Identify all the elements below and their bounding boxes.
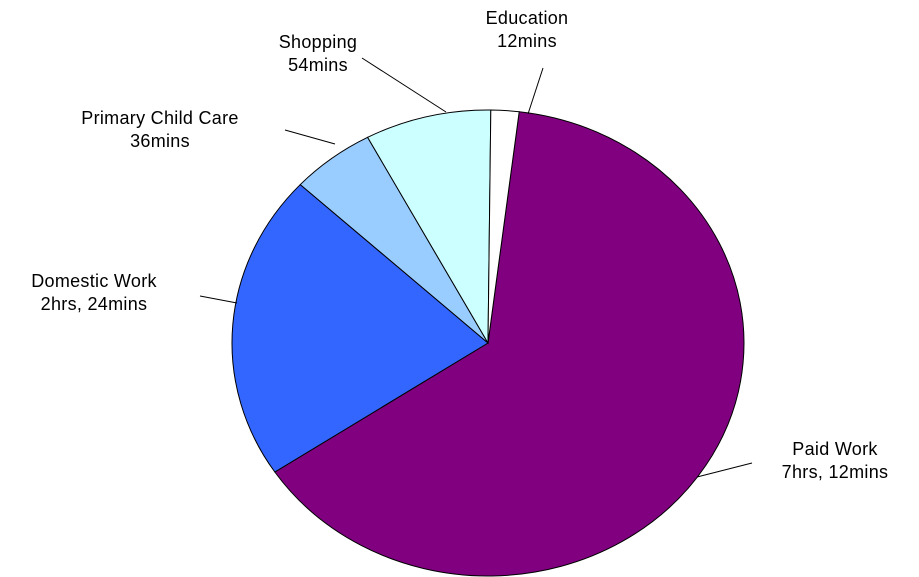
slice-label-name: Paid Work [792,439,878,459]
leader-line-domestic-work [199,295,238,304]
slice-label-value: 12mins [497,31,557,51]
leader-line-paid-work [696,462,753,478]
pie-slice-education [487,109,520,344]
slice-label-name: Education [486,8,569,28]
pie-slice-shopping [366,109,492,345]
slice-label-value: 2hrs, 24mins [41,294,148,314]
leader-line-shopping [361,57,447,113]
slice-label-shopping: Shopping 54mins [279,32,357,75]
leader-line-primary-child-care [284,129,336,145]
slice-label-value: 7hrs, 12mins [782,462,889,482]
slice-label-domestic-work: Domestic Work 2hrs, 24mins [31,271,157,314]
slice-label-primary-child-care: Primary Child Care 36mins [81,108,238,151]
slice-labels: Paid Work 7hrs, 12mins Domestic Work 2hrs, … [31,8,888,482]
slice-label-name: Domestic Work [31,271,157,291]
slice-label-value: 54mins [288,55,348,75]
pie-slice-domestic-work [231,183,489,473]
label-leader-lines [199,57,753,478]
slice-label-name: Primary Child Care [81,108,238,128]
slice-label-name: Shopping [279,32,357,52]
leader-line-education [527,67,544,115]
slice-label-education: Education 12mins [486,8,569,51]
slice-label-paid-work: Paid Work 7hrs, 12mins [782,439,889,482]
pie-slice-paid-work [274,111,745,577]
pie-slices [231,109,745,577]
slice-label-value: 36mins [130,131,190,151]
